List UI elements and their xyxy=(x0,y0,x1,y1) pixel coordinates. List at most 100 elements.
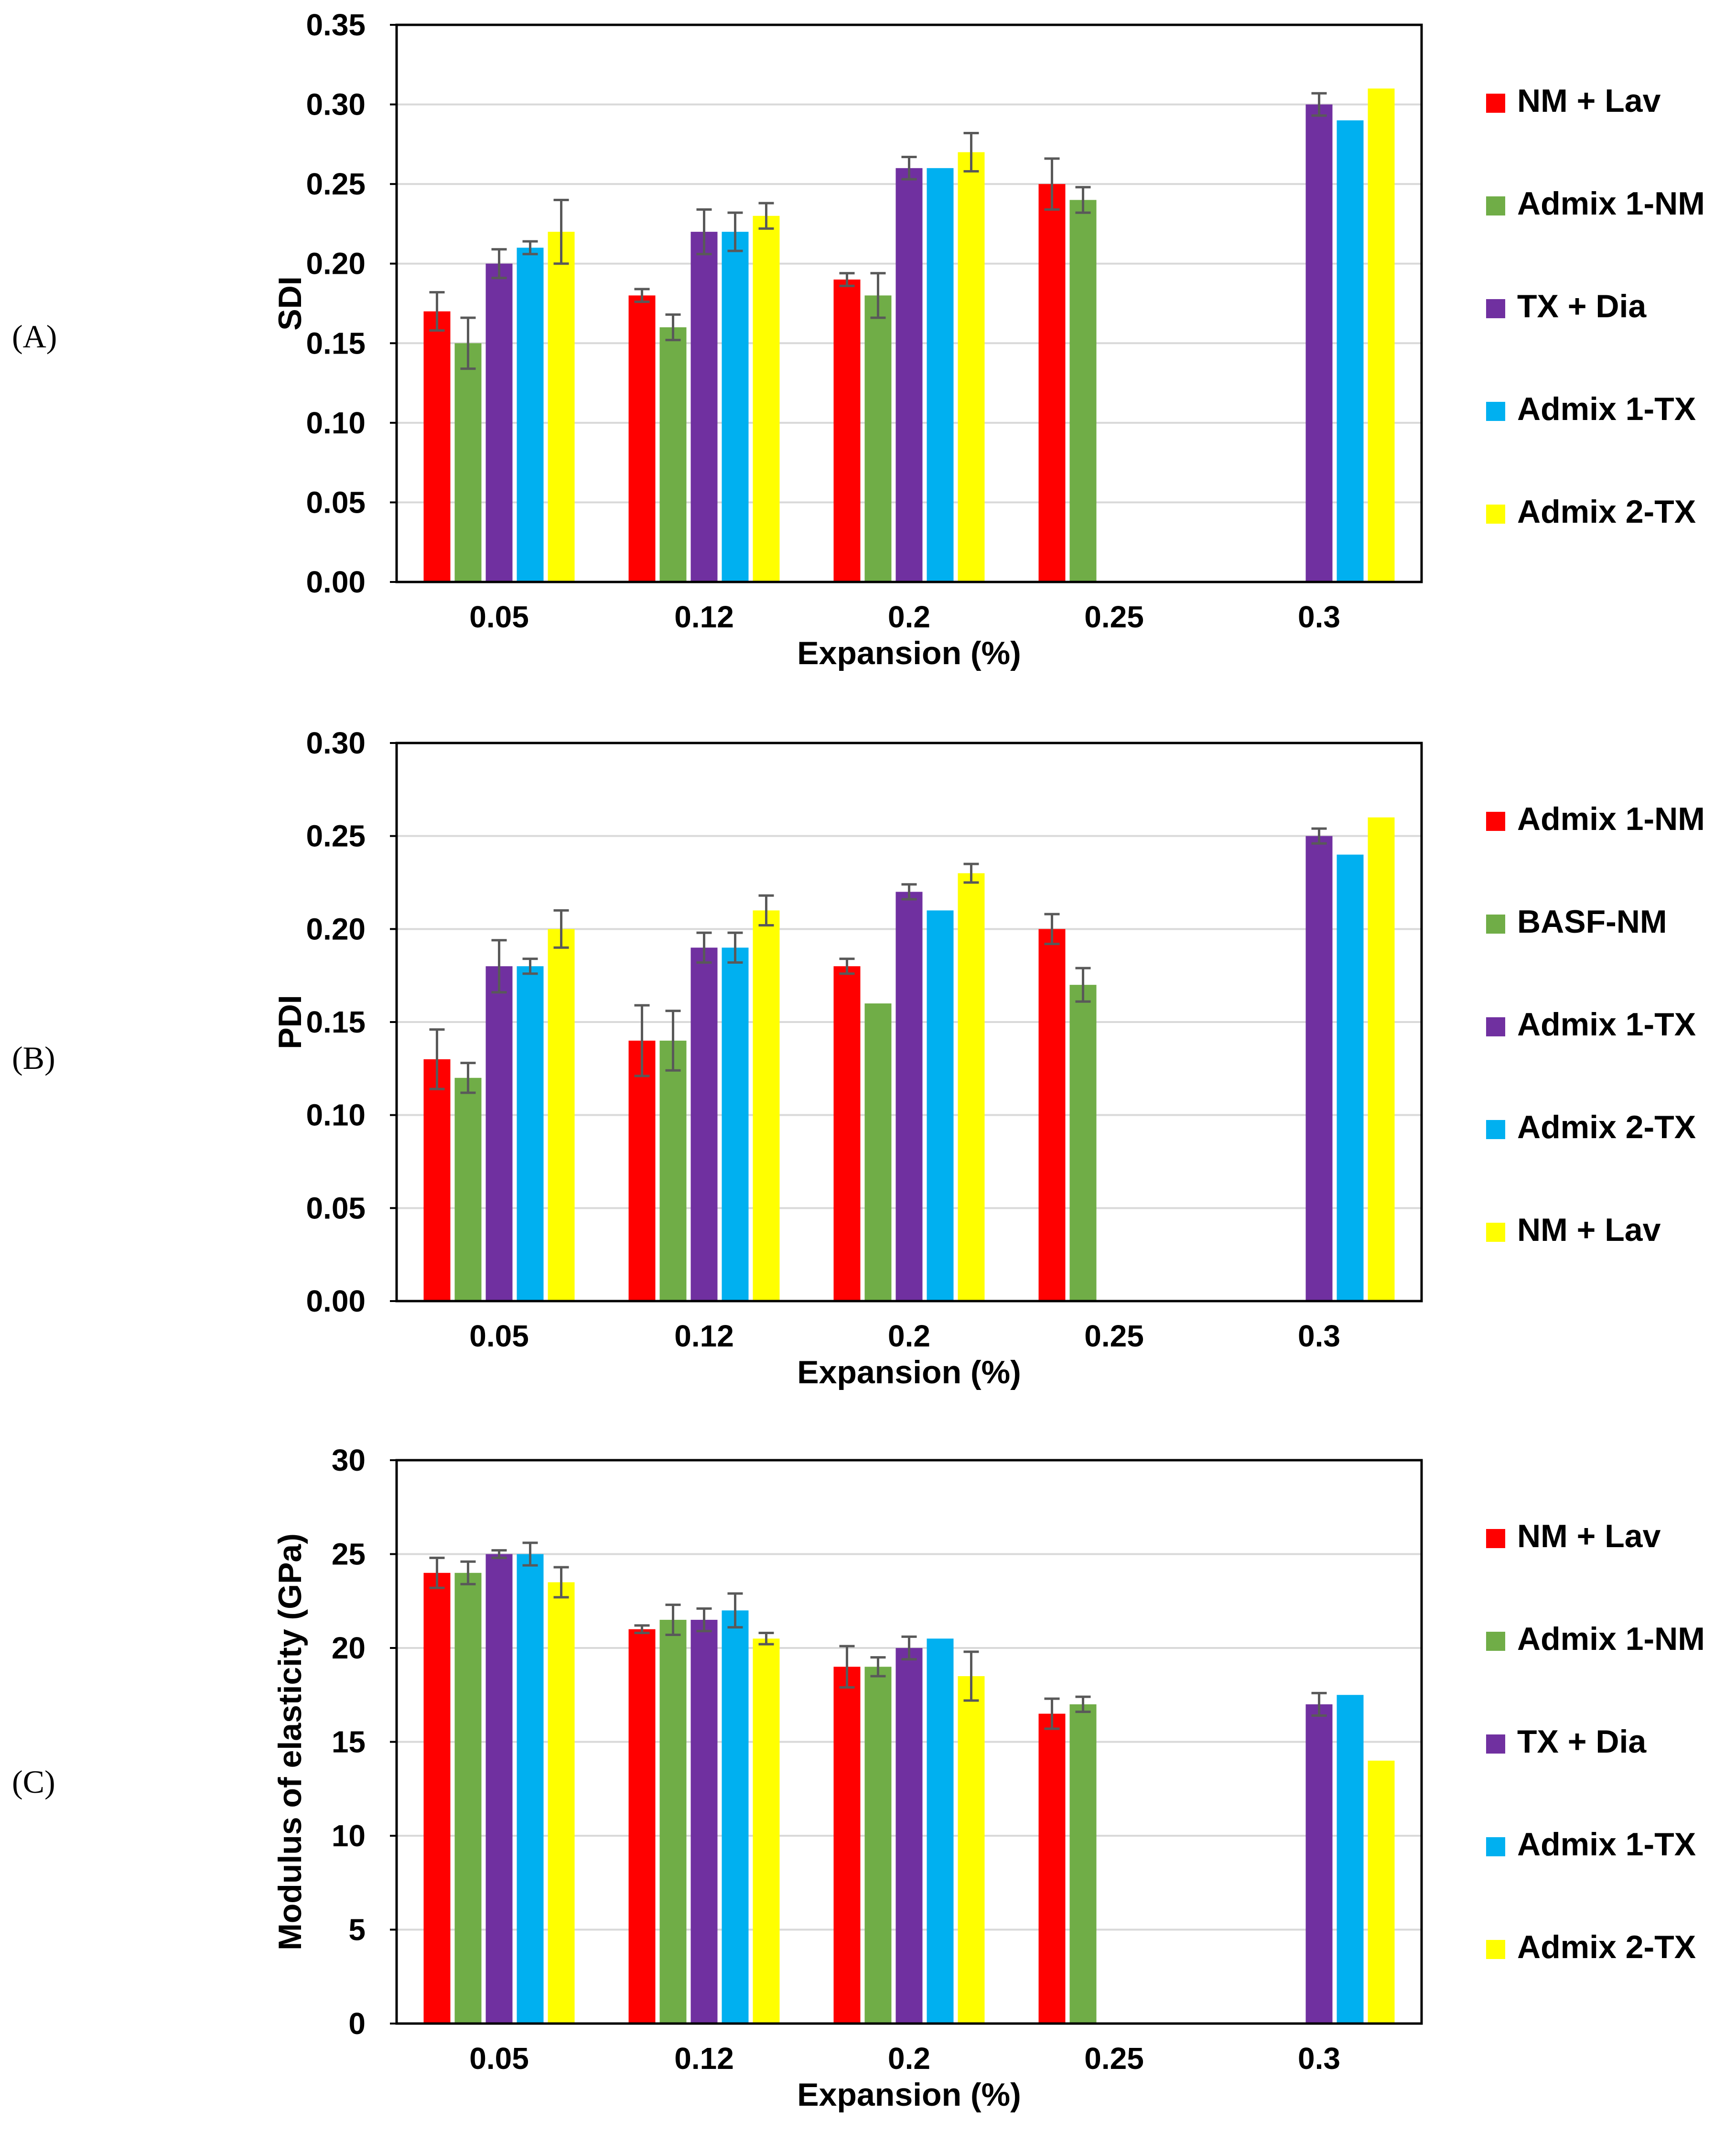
bar xyxy=(927,910,954,1301)
legend-swatch xyxy=(1486,1017,1505,1036)
bar xyxy=(1337,854,1364,1301)
panel-label: (B) xyxy=(12,1040,55,1076)
bar xyxy=(864,295,892,582)
bar xyxy=(1069,985,1097,1301)
bar xyxy=(548,1582,575,2024)
bar xyxy=(753,1638,780,2024)
legend-swatch xyxy=(1486,402,1505,421)
bar xyxy=(833,280,861,582)
bar xyxy=(485,263,513,582)
bar xyxy=(753,215,780,582)
legend-swatch xyxy=(1486,1632,1505,1651)
x-tick-label: 0.12 xyxy=(674,2041,734,2076)
legend-label: NM + Lav xyxy=(1517,83,1661,119)
bar xyxy=(548,929,575,1301)
panel-label: (C) xyxy=(12,1764,55,1800)
x-tick-label: 0.12 xyxy=(674,1319,734,1353)
y-tick-label: 0.20 xyxy=(306,912,366,946)
legend-label: TX + Dia xyxy=(1517,288,1647,324)
y-tick-label: 0.20 xyxy=(306,247,366,281)
legend-label: Admix 2-TX xyxy=(1517,1929,1696,1965)
bar xyxy=(454,1077,482,1301)
y-tick-label: 0 xyxy=(348,2006,366,2041)
y-tick-label: 0.00 xyxy=(306,1284,366,1318)
bar xyxy=(864,1003,892,1301)
bar xyxy=(517,1554,544,2024)
bar xyxy=(833,966,861,1301)
legend-label: Admix 1-TX xyxy=(1517,391,1696,427)
legend-label: Admix 1-NM xyxy=(1517,185,1705,222)
y-tick-label: 0.10 xyxy=(306,1098,366,1132)
y-tick-label: 0.05 xyxy=(306,485,366,519)
x-tick-label: 0.25 xyxy=(1084,1319,1144,1353)
bar xyxy=(628,1629,656,2024)
chart-panel-3: (C) 0 5 10 15 20 25 30 0.05 0.12 0.2 0.25 0.3 Expansi… xyxy=(12,1443,1705,2113)
bar xyxy=(485,966,513,1301)
bar xyxy=(895,168,923,582)
plot-frame xyxy=(395,23,1423,583)
y-tick-label: 0.10 xyxy=(306,406,366,440)
y-tick-label: 0.30 xyxy=(306,87,366,122)
bar xyxy=(1038,929,1066,1301)
bar xyxy=(1069,200,1097,582)
x-tick-label: 0.2 xyxy=(888,2041,930,2076)
x-axis-title: Expansion (%) xyxy=(797,2077,1021,2113)
legend-swatch xyxy=(1486,94,1505,113)
bar xyxy=(722,948,749,1301)
bar xyxy=(927,1638,954,2024)
bar xyxy=(423,1572,451,2024)
x-tick-label: 0.25 xyxy=(1084,2041,1144,2076)
y-axis-title: Modulus of elasticity (GPa) xyxy=(272,1533,308,1950)
legend-swatch xyxy=(1486,1940,1505,1959)
legend-swatch xyxy=(1486,1734,1505,1754)
x-tick-label: 0.12 xyxy=(674,600,734,634)
bar xyxy=(1337,120,1364,582)
bar xyxy=(690,948,718,1301)
bar xyxy=(659,1040,687,1301)
bar xyxy=(958,1676,985,2024)
legend-swatch xyxy=(1486,505,1505,524)
bar xyxy=(927,168,954,582)
bar xyxy=(895,1648,923,2024)
legend-swatch xyxy=(1486,812,1505,831)
y-tick-label: 0.30 xyxy=(306,726,366,760)
bar xyxy=(628,295,656,582)
y-tick-label: 0.25 xyxy=(306,819,366,853)
bar xyxy=(690,1620,718,2024)
bar xyxy=(1305,836,1333,1301)
x-axis-title: Expansion (%) xyxy=(797,1354,1021,1390)
bar xyxy=(1337,1695,1364,2024)
legend-label: Admix 1-NM xyxy=(1517,801,1705,837)
legend-label: Admix 2-TX xyxy=(1517,494,1696,530)
x-tick-label: 0.25 xyxy=(1084,600,1144,634)
x-tick-label: 0.3 xyxy=(1298,1319,1340,1353)
bar xyxy=(958,873,985,1301)
x-tick-label: 0.05 xyxy=(469,1319,529,1353)
bar xyxy=(864,1667,892,2024)
chart-panel-1: (A) 0.00 0.05 0.10 0.15 0.20 0.25 0.30 0.35 0.05 0… xyxy=(12,8,1705,671)
legend-label: TX + Dia xyxy=(1517,1723,1647,1760)
bar xyxy=(485,1554,513,2024)
bar xyxy=(517,966,544,1301)
bar xyxy=(1069,1704,1097,2024)
x-axis-title: Expansion (%) xyxy=(797,635,1021,671)
x-tick-label: 0.3 xyxy=(1298,2041,1340,2076)
bar xyxy=(1305,1704,1333,2024)
x-tick-label: 0.2 xyxy=(888,1319,930,1353)
legend-swatch xyxy=(1486,1837,1505,1856)
bar xyxy=(895,892,923,1301)
legend-swatch xyxy=(1486,1529,1505,1548)
bar xyxy=(628,1040,656,1301)
bar xyxy=(423,1059,451,1301)
bar xyxy=(1368,88,1395,582)
y-tick-label: 15 xyxy=(332,1725,366,1759)
panel-label: (A) xyxy=(12,318,57,355)
plot-frame xyxy=(395,1459,1423,2025)
legend-label: Admix 1-NM xyxy=(1517,1621,1705,1657)
bar xyxy=(1038,1713,1066,2024)
legend-label: NM + Lav xyxy=(1517,1212,1661,1248)
y-tick-label: 0.15 xyxy=(306,326,366,360)
bar xyxy=(753,910,780,1301)
legend-swatch xyxy=(1486,915,1505,934)
